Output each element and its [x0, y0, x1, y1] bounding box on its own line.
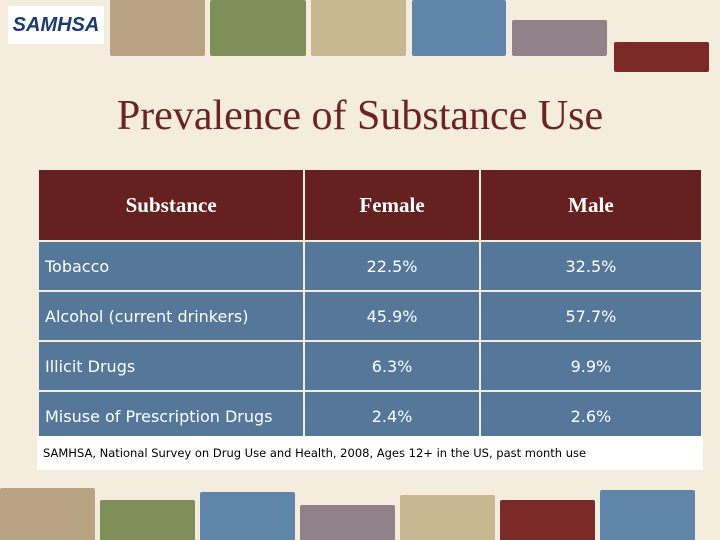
cell: 32.5%	[478, 240, 704, 292]
decor-tile	[0, 488, 95, 540]
decor-tile	[614, 42, 709, 72]
table-row: Illicit Drugs 6.3% 9.9%	[36, 340, 704, 392]
cell: 45.9%	[303, 290, 481, 342]
decor-tile	[300, 505, 395, 540]
cell: 22.5%	[303, 240, 481, 292]
cell: 2.4%	[303, 390, 481, 442]
slide-title: Prevalence of Substance Use	[116, 93, 604, 139]
decor-tile	[412, 0, 506, 56]
column-header: Substance	[36, 168, 306, 242]
decor-tile	[500, 500, 595, 540]
column-header: Female	[303, 168, 481, 242]
decor-tile	[210, 0, 306, 56]
cell: 57.7%	[478, 290, 704, 342]
decor-tile	[600, 490, 695, 540]
source-note: SAMHSA, National Survey on Drug Use and …	[37, 436, 703, 470]
decor-tile	[512, 20, 607, 56]
row-label: Alcohol (current drinkers)	[36, 290, 306, 342]
decor-tile	[100, 500, 195, 540]
table-row: Misuse of Prescription Drugs 2.4% 2.6%	[36, 390, 704, 442]
column-header: Male	[478, 168, 704, 242]
decor-tile	[311, 0, 406, 56]
row-label: Tobacco	[36, 240, 306, 292]
data-table: Substance Female Male Tobacco 22.5% 32.5% Alc…	[36, 168, 704, 442]
header-row: Substance Female Male	[36, 168, 704, 242]
decor-tile	[200, 492, 295, 540]
table-body: Tobacco 22.5% 32.5% Alcohol (current drinke…	[36, 240, 704, 442]
table-row: Tobacco 22.5% 32.5%	[36, 240, 704, 292]
cell: 6.3%	[303, 340, 481, 392]
row-label: Illicit Drugs	[36, 340, 306, 392]
decor-tile	[400, 495, 495, 540]
row-label: Misuse of Prescription Drugs	[36, 390, 306, 442]
cell: 2.6%	[478, 390, 704, 442]
decor-tile	[110, 0, 205, 56]
logo: SAMHSA	[8, 6, 104, 44]
table-row: Alcohol (current drinkers) 45.9% 57.7%	[36, 290, 704, 342]
cell: 9.9%	[478, 340, 704, 392]
